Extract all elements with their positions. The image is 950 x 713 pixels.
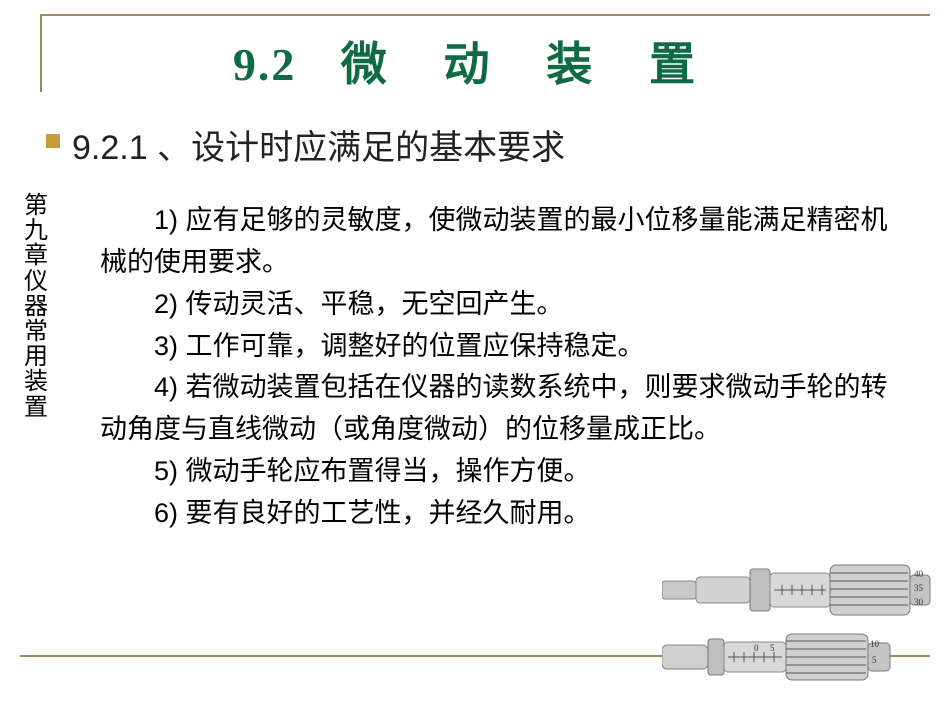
- mic1-label-c: 30: [914, 597, 924, 607]
- section-subhead: 9.2.1 、设计时应满足的基本要求: [72, 120, 565, 169]
- frame-top: [40, 14, 930, 16]
- chapter-side-label: 第九章仪器常用装置: [22, 194, 50, 421]
- body-p1: 1) 应有足够的灵敏度，使微动装置的最小位移量能满足精密机械的使用要求。: [100, 200, 900, 284]
- mic1-label-b: 35: [914, 583, 924, 593]
- micrometer-top: 40 35 30: [662, 559, 932, 621]
- mic1-label-a: 40: [914, 569, 924, 579]
- title-number: 9.2: [233, 39, 297, 90]
- body-p2: 2) 传动灵活、平稳，无空回产生。: [100, 284, 900, 326]
- micrometer-bottom: 0 5 10 5: [662, 629, 892, 685]
- body-p3: 3) 工作可靠，调整好的位置应保持稳定。: [100, 326, 900, 368]
- svg-text:5: 5: [770, 643, 775, 653]
- mic2-label-b: 5: [872, 655, 877, 665]
- bullet-icon: [46, 134, 60, 148]
- page-title: 9.2 微 动 装 置: [0, 28, 950, 94]
- micrometer-image: 40 35 30 0 5 10 5: [662, 559, 932, 685]
- body-p5: 5) 微动手轮应布置得当，操作方便。: [100, 451, 900, 493]
- body-text: 1) 应有足够的灵敏度，使微动装置的最小位移量能满足精密机械的使用要求。 2) …: [100, 200, 900, 535]
- body-p4: 4) 若微动装置包括在仪器的读数系统中，则要求微动手轮的转动角度与直线微动（或角…: [100, 367, 900, 451]
- mic2-label-a: 10: [870, 639, 880, 649]
- body-p6: 6) 要有良好的工艺性，并经久耐用。: [100, 493, 900, 535]
- svg-text:0: 0: [754, 643, 759, 653]
- title-text: 微 动 装 置: [341, 38, 717, 90]
